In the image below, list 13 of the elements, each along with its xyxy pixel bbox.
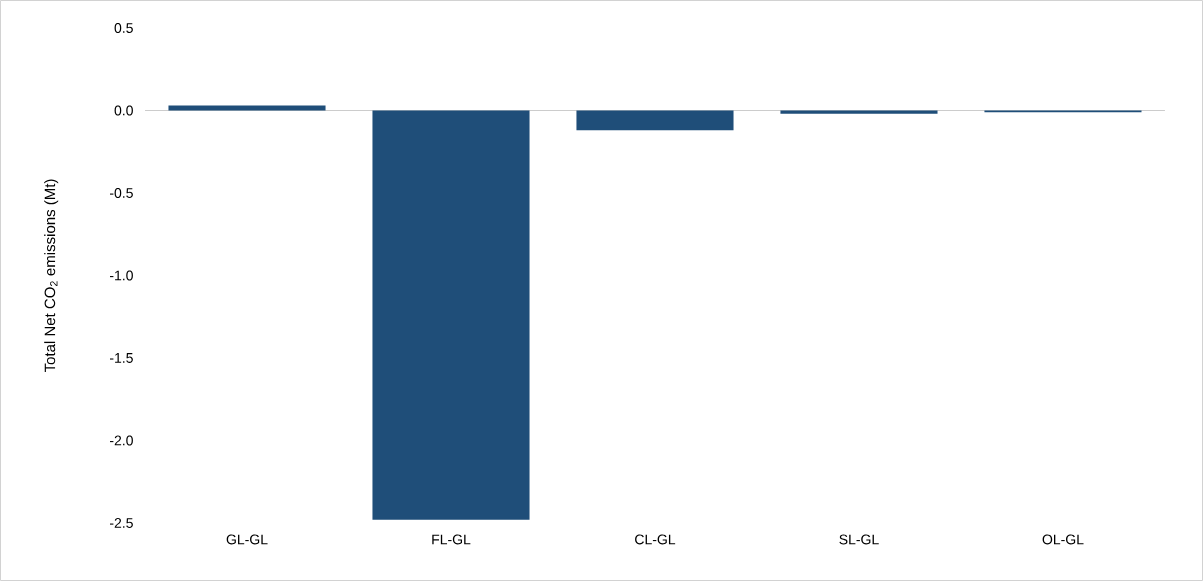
y-tick-label: -2.5 (109, 518, 133, 528)
y-tick-label: -0.5 (109, 188, 133, 198)
x-tick-label: SL-GL (839, 534, 879, 545)
y-tick-label: -2.0 (109, 435, 133, 446)
x-tick-label: GL-GL (226, 534, 268, 545)
x-tick-label: CL-GL (635, 534, 676, 545)
x-tick-label: FL-GL (432, 534, 471, 545)
x-tick-label: OL-GL (1042, 534, 1084, 545)
y-tick-label: -1.5 (109, 353, 133, 363)
y-tick-label: -1.0 (109, 270, 133, 281)
y-tick-label: 0.0 (114, 105, 133, 116)
y-tick-label: 0.5 (114, 23, 133, 33)
y-axis-title: Total Net CO$_{2}$ emissions (Mt) (44, 179, 59, 373)
